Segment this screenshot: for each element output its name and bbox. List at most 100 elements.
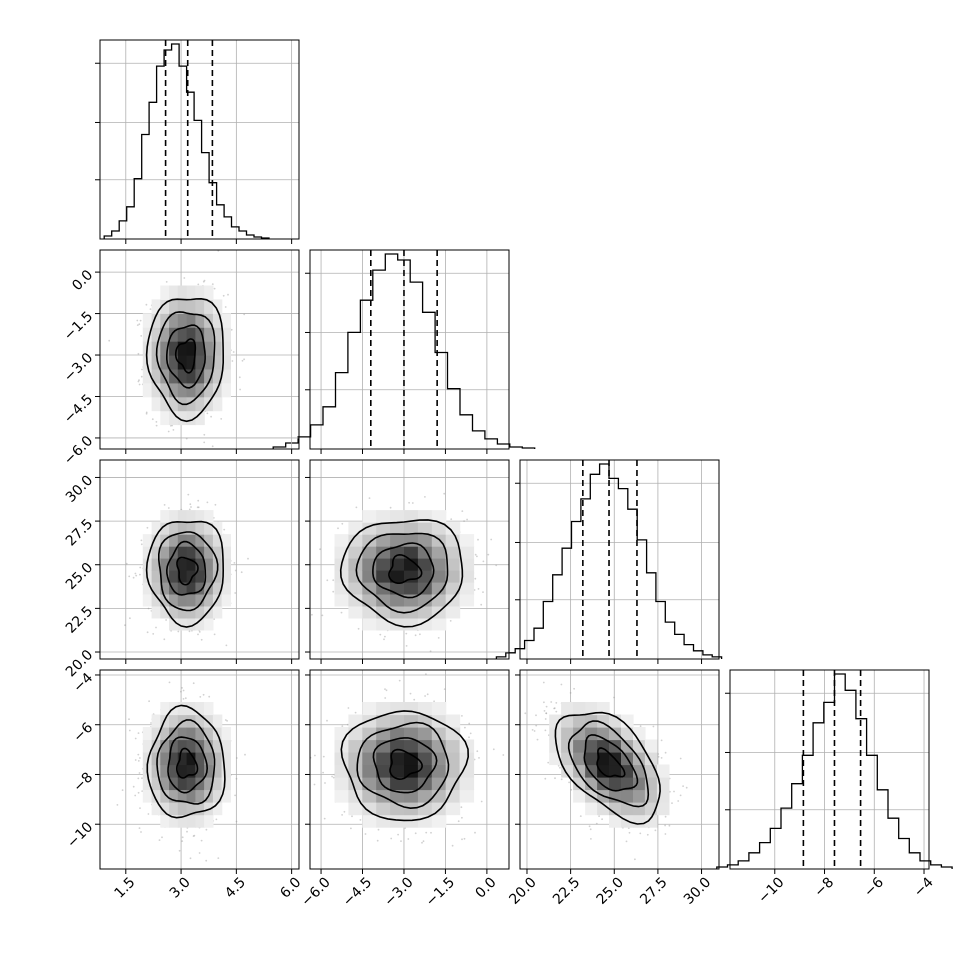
density-cell xyxy=(186,593,196,607)
sample-point xyxy=(180,508,183,511)
density-cell xyxy=(169,368,179,384)
axes-frame xyxy=(309,249,510,450)
density-cell xyxy=(169,313,179,328)
density-cell xyxy=(221,570,231,583)
density-cell xyxy=(212,313,223,328)
density-cell xyxy=(160,522,170,535)
sample-point xyxy=(238,376,241,379)
sample-point xyxy=(206,501,209,504)
density-cell xyxy=(221,355,231,370)
density-cell xyxy=(445,546,461,559)
sample-point xyxy=(460,806,463,809)
sample-point xyxy=(180,690,182,693)
sample-point xyxy=(141,368,143,371)
density-cell xyxy=(459,570,475,583)
sample-point xyxy=(466,518,468,521)
contour-line xyxy=(388,553,423,584)
density-cell xyxy=(169,382,179,398)
density-cell xyxy=(177,546,188,559)
density-cell xyxy=(186,313,196,328)
density-cell xyxy=(186,522,196,535)
density-cell xyxy=(431,581,447,595)
sample-point xyxy=(235,757,238,759)
density-cell xyxy=(195,605,205,619)
density-cell xyxy=(445,534,461,547)
density-cell xyxy=(160,299,170,314)
sample-point xyxy=(206,412,209,415)
sample-point xyxy=(178,849,181,852)
sample-point xyxy=(319,548,321,551)
density-cell xyxy=(186,570,196,583)
density-cell xyxy=(186,752,196,766)
sample-point xyxy=(241,359,244,362)
density-cell xyxy=(151,558,161,571)
sample-point xyxy=(199,696,202,698)
density-cell xyxy=(195,534,205,547)
sample-point xyxy=(172,429,175,431)
sample-point xyxy=(463,520,465,522)
sample-point xyxy=(163,504,166,506)
sample-point xyxy=(235,820,238,823)
density-cell xyxy=(186,410,196,426)
sample-point xyxy=(437,637,440,639)
density-cell xyxy=(348,605,363,619)
sample-point xyxy=(205,828,208,831)
sample-point xyxy=(224,719,227,721)
density-cell xyxy=(169,299,179,314)
density-cell xyxy=(445,605,461,619)
density-cell xyxy=(221,764,231,778)
sample-point xyxy=(364,833,367,835)
sample-point xyxy=(464,726,466,729)
contour-line xyxy=(145,297,224,423)
sample-point xyxy=(477,538,479,541)
sample-point xyxy=(193,834,196,837)
sample-point xyxy=(414,634,417,637)
sample-point xyxy=(132,576,135,579)
sample-point xyxy=(137,777,140,780)
density-cell xyxy=(431,593,447,607)
density-cell xyxy=(445,558,461,571)
sample-point xyxy=(132,785,135,788)
density-cell xyxy=(160,510,170,523)
sample-point xyxy=(184,697,187,700)
sample-point xyxy=(156,482,158,484)
density-cell xyxy=(431,617,447,631)
density-cell xyxy=(160,727,170,741)
density-cell xyxy=(204,593,214,607)
sample-point xyxy=(405,632,408,635)
density-cell xyxy=(142,534,153,547)
sample-point xyxy=(182,698,185,700)
density-cell xyxy=(160,739,170,753)
density-cell xyxy=(195,522,205,535)
density-cell xyxy=(212,570,223,583)
density-panel-3-1 xyxy=(95,459,300,664)
sample-point xyxy=(116,804,119,806)
density-cell xyxy=(204,327,214,342)
sample-point xyxy=(350,827,352,830)
density-cell xyxy=(186,534,196,547)
density-cell xyxy=(195,802,205,816)
sample-point xyxy=(346,723,349,726)
sample-point xyxy=(473,589,476,591)
density-cell xyxy=(348,546,363,559)
sample-point xyxy=(306,557,308,559)
sample-point xyxy=(340,611,343,614)
sample-point xyxy=(139,757,141,759)
sample-point xyxy=(137,760,140,762)
sample-point xyxy=(202,693,205,696)
density-cell xyxy=(169,510,179,523)
contour-line xyxy=(155,311,216,406)
sample-point xyxy=(225,644,228,647)
sample-point xyxy=(343,810,346,813)
density-cell xyxy=(186,285,196,300)
density-cell xyxy=(445,581,461,595)
density-cell xyxy=(177,285,188,300)
axes-frame xyxy=(99,39,300,240)
density-cell xyxy=(142,382,153,398)
density-cell xyxy=(142,546,153,559)
density-cell xyxy=(169,752,179,766)
sample-point xyxy=(422,840,425,843)
sample-point xyxy=(461,838,463,841)
density-cell xyxy=(195,789,205,803)
density-cell xyxy=(212,382,223,398)
